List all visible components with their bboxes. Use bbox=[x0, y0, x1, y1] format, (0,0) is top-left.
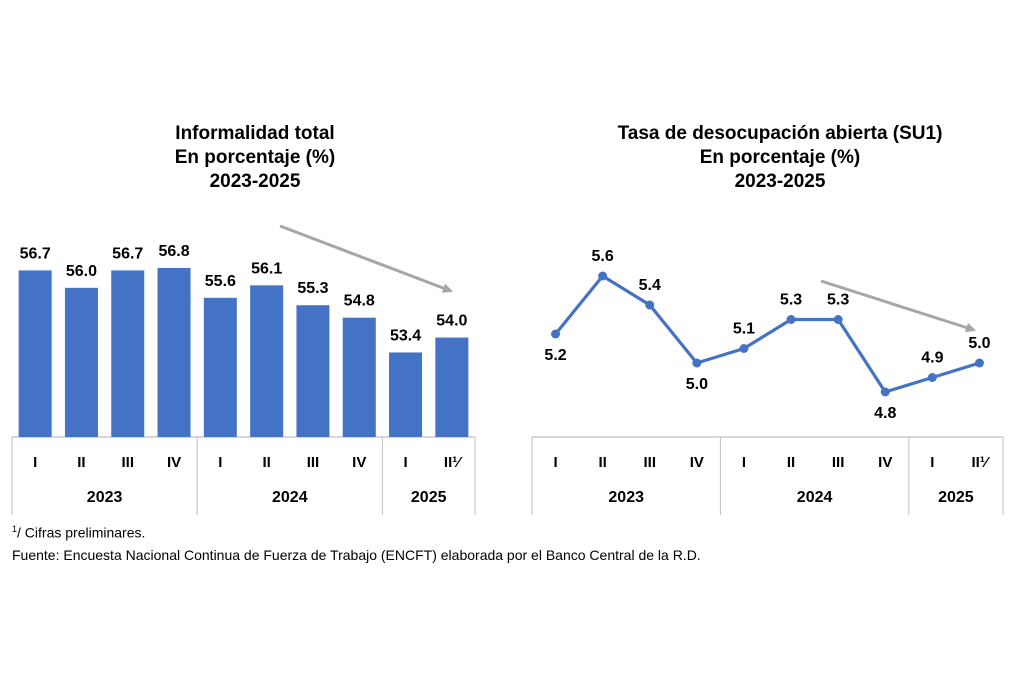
line-quarter-tick-label: II bbox=[787, 454, 795, 471]
bar-quarter-tick-label: I bbox=[403, 454, 407, 471]
line-value-label: 5.1 bbox=[733, 321, 755, 338]
line-series-path bbox=[554, 274, 980, 394]
line-quarter-tick-label: IV bbox=[878, 454, 892, 471]
line-quarter-tick-label: I bbox=[553, 454, 557, 471]
line-quarter-tick-label: II¹⁄ bbox=[972, 454, 991, 471]
bar bbox=[111, 270, 145, 437]
bar-value-label: 56.0 bbox=[66, 263, 97, 280]
bar-quarter-tick-label: II bbox=[262, 454, 270, 471]
bar-value-label: 55.3 bbox=[297, 280, 328, 297]
left-chart-years: 2023-2025 bbox=[209, 171, 301, 192]
right-chart-years: 2023-2025 bbox=[734, 171, 826, 192]
bar-quarter-tick-label: IV bbox=[167, 454, 181, 471]
bar-value-label: 56.1 bbox=[251, 260, 282, 277]
left-chart-title: Informalidad total En porcentaje (%) 202… bbox=[130, 122, 380, 194]
bar-quarter-tick-label: I bbox=[33, 454, 37, 471]
preliminary-note: 1/ Cifras preliminares. bbox=[12, 524, 145, 541]
source-note: Fuente: Encuesta Nacional Continua de Fu… bbox=[12, 547, 701, 563]
line-point bbox=[833, 315, 843, 324]
line-quarter-tick-label: I bbox=[930, 454, 934, 471]
bar bbox=[250, 285, 284, 437]
bar bbox=[342, 317, 376, 437]
bar-value-label: 53.4 bbox=[390, 327, 421, 344]
line-value-label: 5.2 bbox=[544, 347, 566, 364]
preliminary-text: / Cifras preliminares. bbox=[17, 524, 146, 541]
line-year-label: 2023 bbox=[608, 489, 644, 506]
bar-value-label: 56.8 bbox=[158, 243, 189, 260]
bar-quarter-tick-label: II bbox=[77, 454, 85, 471]
line-point bbox=[927, 373, 937, 382]
bar-value-label: 54.0 bbox=[436, 313, 467, 330]
line-value-label: 5.3 bbox=[780, 292, 802, 309]
bar-year-label: 2025 bbox=[411, 489, 447, 506]
bar-quarter-tick-label: IV bbox=[352, 454, 366, 471]
bar-year-label: 2023 bbox=[87, 489, 123, 506]
bar-quarter-tick-label: II¹⁄ bbox=[444, 454, 463, 471]
bar bbox=[435, 337, 469, 437]
informality-bar-chart: I II III IV I II III IV I II¹⁄2023 2024 202556.756.… bbox=[11, 224, 476, 515]
line-trend-arrow bbox=[820, 279, 976, 333]
line-point bbox=[551, 329, 561, 339]
bar bbox=[64, 287, 98, 437]
bar-quarter-tick-label: III bbox=[307, 454, 320, 471]
line-quarter-tick-label: II bbox=[598, 454, 606, 471]
right-chart-subtitle: En porcentaje (%) bbox=[699, 147, 861, 168]
bar-year-label: 2024 bbox=[272, 489, 308, 506]
bar bbox=[389, 352, 423, 437]
bar bbox=[203, 297, 237, 437]
line-point bbox=[786, 315, 796, 324]
line-quarter-tick-label: IV bbox=[690, 454, 704, 471]
bar-trend-arrow bbox=[279, 224, 453, 293]
footnote-mark: 1 bbox=[12, 524, 18, 534]
right-chart-title-line: Tasa de desocupación abierta (SU1) bbox=[617, 123, 943, 144]
line-quarter-tick-label: III bbox=[643, 454, 656, 471]
line-value-label: 5.3 bbox=[827, 292, 849, 309]
bar bbox=[296, 305, 330, 437]
left-chart-title-line: Informalidad total bbox=[175, 123, 335, 144]
line-value-label: 5.0 bbox=[686, 376, 708, 393]
line-value-label: 5.0 bbox=[968, 335, 990, 352]
bar bbox=[18, 270, 52, 437]
line-quarter-tick-label: I bbox=[742, 454, 746, 471]
line-quarter-tick-label: III bbox=[832, 454, 845, 471]
line-point bbox=[692, 358, 702, 368]
line-point bbox=[880, 387, 890, 397]
bar-value-label: 56.7 bbox=[112, 245, 143, 262]
bar bbox=[157, 267, 191, 437]
line-value-label: 5.4 bbox=[639, 277, 661, 294]
line-value-label: 5.6 bbox=[592, 248, 614, 265]
bar-quarter-tick-label: I bbox=[218, 454, 222, 471]
line-year-label: 2024 bbox=[797, 489, 833, 506]
unemployment-line-chart: I II III IV I II III IV I II¹⁄2023 2024 20255.25.65… bbox=[531, 248, 1004, 515]
bar-value-label: 56.7 bbox=[20, 245, 51, 262]
line-point bbox=[645, 300, 655, 310]
line-point bbox=[598, 271, 608, 281]
line-point bbox=[974, 358, 984, 368]
bar-value-label: 54.8 bbox=[344, 293, 375, 310]
line-value-label: 4.9 bbox=[921, 350, 943, 367]
bar-value-label: 55.6 bbox=[205, 273, 236, 290]
line-year-label: 2025 bbox=[938, 489, 974, 506]
right-chart-title: Tasa de desocupación abierta (SU1) En po… bbox=[580, 122, 980, 194]
line-point bbox=[739, 344, 749, 353]
bar-quarter-tick-label: III bbox=[121, 454, 134, 471]
line-value-label: 4.8 bbox=[874, 405, 896, 422]
left-chart-subtitle: En porcentaje (%) bbox=[174, 147, 336, 168]
